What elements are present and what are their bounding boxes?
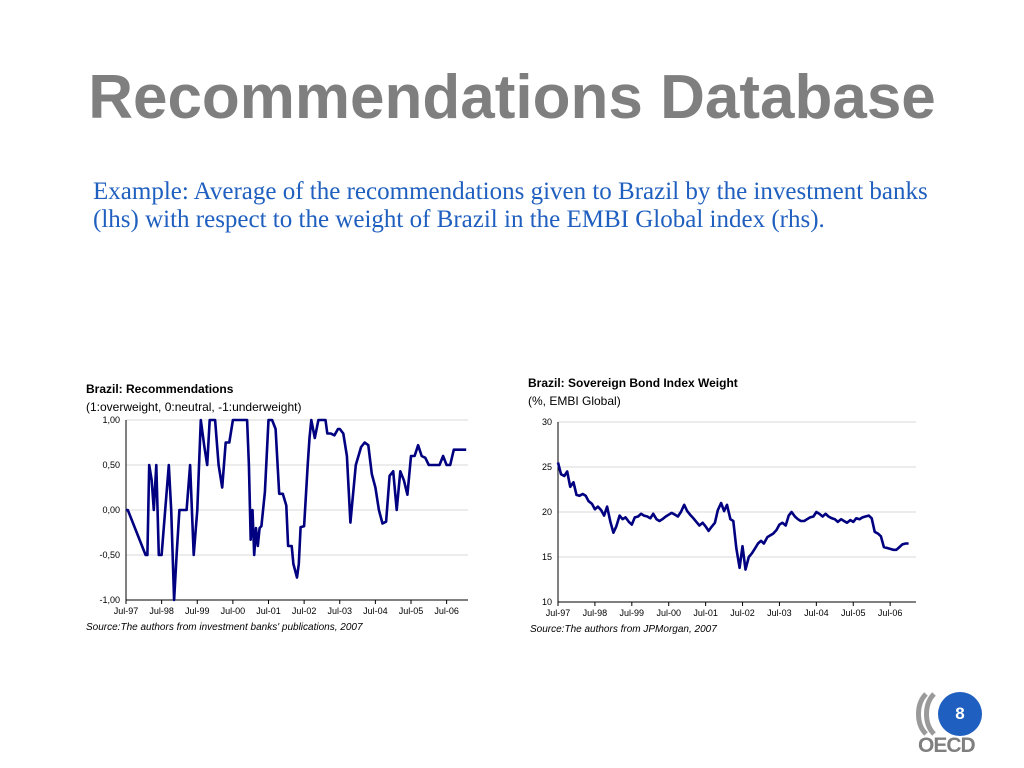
page-number-badge: 8 [938, 692, 982, 736]
oecd-logo-icon [916, 692, 936, 736]
x-tick-label: Jul-05 [399, 606, 424, 616]
chart-title: Brazil: Sovereign Bond Index Weight [528, 376, 738, 390]
slide-subtitle: Example: Average of the recommendations … [93, 178, 928, 233]
x-tick-label: Jul-02 [730, 608, 755, 618]
chart-source: Source:The authors from JPMorgan, 2007 [530, 624, 717, 635]
x-tick-label: Jul-97 [114, 606, 139, 616]
series-line [556, 462, 909, 571]
series-line [126, 418, 467, 602]
x-tick-label: Jul-00 [221, 606, 246, 616]
chart-title: Brazil: Recommendations [86, 382, 234, 396]
y-tick-label: 20 [542, 507, 552, 517]
x-tick-label: Jul-03 [767, 608, 792, 618]
y-tick-label: 25 [542, 462, 552, 472]
x-tick-label: Jul-01 [256, 606, 281, 616]
x-tick-label: Jul-99 [620, 608, 645, 618]
x-tick-label: Jul-01 [693, 608, 718, 618]
y-tick-label: -1,00 [99, 595, 120, 605]
oecd-logo-text: OECD [918, 734, 976, 757]
recommendations-chart: Brazil: Recommendations (1:overweight, 0… [80, 378, 480, 638]
x-tick-label: Jul-03 [327, 606, 352, 616]
x-tick-label: Jul-00 [656, 608, 681, 618]
y-tick-label: 0,00 [102, 505, 120, 515]
x-tick-label: Jul-99 [185, 606, 210, 616]
x-tick-label: Jul-97 [546, 608, 571, 618]
x-tick-label: Jul-98 [583, 608, 608, 618]
y-tick-label: 30 [542, 417, 552, 427]
slide-title: Recommendations Database [88, 63, 936, 132]
x-tick-label: Jul-04 [804, 608, 829, 618]
chart-subtitle: (1:overweight, 0:neutral, -1:underweight… [86, 400, 302, 414]
x-tick-label: Jul-06 [878, 608, 903, 618]
x-tick-label: Jul-05 [841, 608, 866, 618]
x-tick-label: Jul-02 [292, 606, 317, 616]
y-tick-label: 1,00 [102, 415, 120, 425]
y-tick-label: 0,50 [102, 460, 120, 470]
chart-subtitle: (%, EMBI Global) [528, 394, 621, 408]
bond-index-weight-chart: Brazil: Sovereign Bond Index Weight (%, … [524, 374, 924, 642]
chart-source: Source:The authors from investment banks… [86, 622, 363, 633]
x-tick-label: Jul-06 [434, 606, 459, 616]
y-tick-label: 15 [542, 552, 552, 562]
y-tick-label: -0,50 [99, 550, 120, 560]
x-tick-label: Jul-04 [363, 606, 388, 616]
x-tick-label: Jul-98 [149, 606, 174, 616]
y-tick-label: 10 [542, 597, 552, 607]
